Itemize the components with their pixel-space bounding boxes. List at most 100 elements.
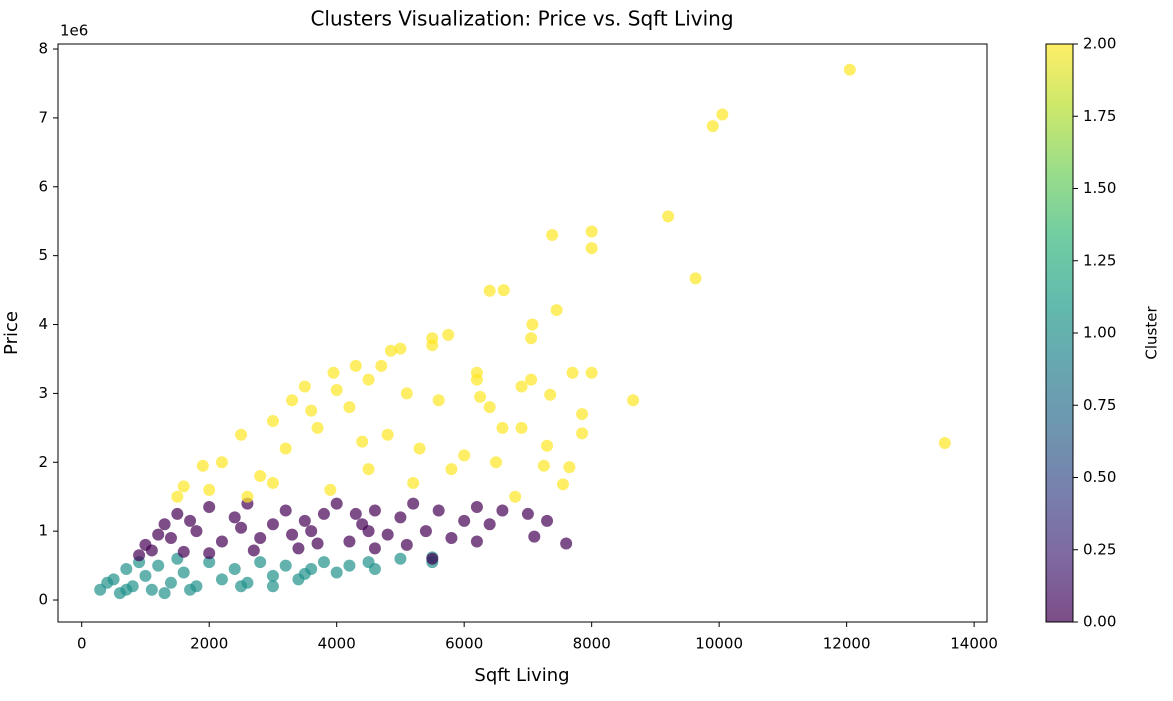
point <box>716 108 729 121</box>
point <box>184 583 197 596</box>
point <box>330 497 343 510</box>
point <box>152 559 165 572</box>
point <box>843 63 856 76</box>
point <box>525 332 538 345</box>
point <box>152 528 165 541</box>
point <box>254 556 267 569</box>
point <box>470 535 483 548</box>
point <box>490 456 503 469</box>
point <box>546 228 559 241</box>
colorbar-label: Cluster <box>1143 306 1161 360</box>
chart-title: Clusters Visualization: Price vs. Sqft L… <box>310 7 733 31</box>
point <box>311 421 324 434</box>
point <box>400 538 413 551</box>
point <box>266 476 279 489</box>
point <box>381 528 394 541</box>
point <box>343 559 356 572</box>
point <box>706 120 719 133</box>
point <box>120 563 133 576</box>
point <box>689 272 702 285</box>
point <box>426 552 439 565</box>
colorbar-tick-label: 2.00 <box>1083 35 1116 53</box>
point <box>515 380 528 393</box>
point <box>203 483 216 496</box>
point <box>426 339 439 352</box>
point <box>515 421 528 434</box>
point <box>215 573 228 586</box>
point <box>107 573 120 586</box>
point <box>228 511 241 524</box>
point <box>327 366 340 379</box>
y-tick-label: 2 <box>38 453 48 471</box>
point <box>235 428 248 441</box>
y-tick-label: 6 <box>38 177 48 195</box>
y-tick-label: 8 <box>38 40 48 58</box>
point <box>298 514 311 527</box>
point <box>407 476 420 489</box>
x-tick-label: 0 <box>77 635 87 653</box>
point <box>171 507 184 520</box>
point <box>215 535 228 548</box>
point <box>368 563 381 576</box>
point <box>362 463 375 476</box>
point <box>215 456 228 469</box>
point <box>537 459 550 472</box>
point <box>177 480 190 493</box>
point <box>458 514 471 527</box>
point <box>298 567 311 580</box>
point <box>247 544 260 557</box>
point <box>585 366 598 379</box>
point <box>235 580 248 593</box>
point <box>171 490 184 503</box>
x-tick-label: 2000 <box>190 635 228 653</box>
point <box>139 569 152 582</box>
point <box>279 504 292 517</box>
x-axis-label: Sqft Living <box>474 665 569 686</box>
point <box>311 537 324 550</box>
point <box>384 344 397 357</box>
point <box>196 459 209 472</box>
point <box>203 547 216 560</box>
point <box>458 449 471 462</box>
point <box>368 542 381 555</box>
point <box>938 436 951 449</box>
colorbar-tick-label: 1.00 <box>1083 324 1116 342</box>
y-tick-label: 5 <box>38 246 48 264</box>
point <box>585 242 598 255</box>
point <box>662 210 675 223</box>
point <box>133 549 146 562</box>
colorbar-tick-label: 1.25 <box>1083 251 1116 269</box>
point <box>254 470 267 483</box>
point <box>576 427 589 440</box>
point <box>190 525 203 538</box>
point <box>509 490 522 503</box>
point <box>381 428 394 441</box>
colorbar-tick-label: 0.00 <box>1083 613 1116 631</box>
point <box>228 563 241 576</box>
point <box>560 537 573 550</box>
x-tick-label: 14000 <box>950 635 998 653</box>
x-tick-label: 8000 <box>573 635 611 653</box>
point <box>525 373 538 386</box>
point <box>496 504 509 517</box>
point <box>349 359 362 372</box>
point <box>528 530 541 543</box>
point <box>483 401 496 414</box>
point <box>368 504 381 517</box>
point <box>362 373 375 386</box>
point <box>184 514 197 527</box>
point <box>474 390 487 403</box>
point <box>164 576 177 589</box>
point <box>305 525 318 538</box>
point <box>470 373 483 386</box>
point <box>419 525 432 538</box>
point <box>483 284 496 297</box>
y-tick-label: 3 <box>38 384 48 402</box>
point <box>286 394 299 407</box>
point <box>375 359 388 372</box>
point <box>541 439 554 452</box>
point <box>286 528 299 541</box>
point <box>254 532 267 545</box>
point <box>445 532 458 545</box>
point <box>177 545 190 558</box>
